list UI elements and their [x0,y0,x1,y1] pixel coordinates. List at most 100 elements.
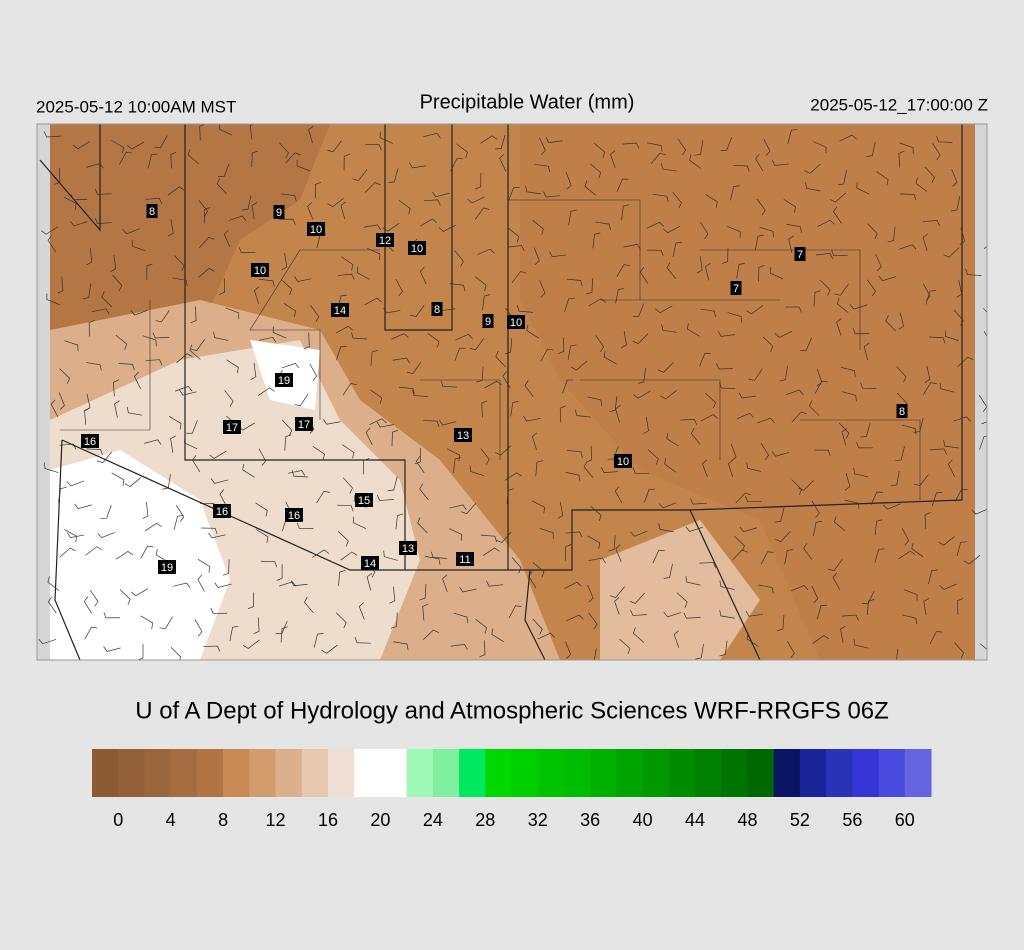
wind-barb [253,286,260,304]
wind-barb [564,297,575,312]
wind-barb [836,297,849,313]
wind-barb [258,448,267,466]
wind-barb [615,288,625,304]
wind-barb [507,227,520,243]
wind-barb [980,643,987,650]
wind-barb [609,396,618,413]
colorbar-swatch [852,749,880,797]
wind-barb [450,157,464,172]
colorbar-tick-label: 8 [218,810,228,830]
wind-barb [745,610,763,617]
wind-barb [395,513,404,530]
wind-barb [58,486,67,503]
wind-barb [567,344,577,360]
wind-barb [460,502,477,515]
station-box [794,247,806,261]
station-box [331,303,349,317]
wind-barb [422,603,429,621]
wind-barb [672,191,683,209]
wind-barb [296,522,314,529]
wind-barb [453,457,462,473]
wind-barb [417,517,428,534]
wind-barb [242,463,255,478]
wind-barb [783,199,796,213]
wind-barb [89,589,99,607]
wind-barb [923,382,937,395]
colorbar-tick-label: 52 [790,810,810,830]
wind-barb [840,625,846,643]
wind-barb [700,414,718,422]
station-value: 9 [485,316,491,328]
wind-barb [414,447,421,465]
wind-barb [779,365,788,382]
utc-time: 2025-05-12_17:00:00 Z [810,95,988,114]
wind-barb [686,323,700,337]
wind-barb [86,362,102,371]
colorbar-swatch [118,749,145,797]
wind-barb [154,135,168,149]
wind-barb [189,344,201,360]
wind-barb [126,406,143,416]
wind-barb [486,580,504,587]
wind-barb [733,164,750,172]
wind-barb [406,362,422,375]
wind-barb [197,559,211,573]
wind-barbs [38,124,987,660]
wind-barb [482,547,500,556]
wind-barb [689,154,702,169]
wind-barb [208,532,226,539]
wind-barb [701,459,708,478]
wind-barb [352,169,368,181]
colorbar-swatch [223,749,250,797]
wind-barb [228,215,247,221]
wind-barb [272,326,287,339]
wind-barb [951,169,958,187]
wind-barb [363,224,382,231]
county-border [60,199,921,500]
wind-barb [199,236,215,249]
wind-barb [695,643,704,660]
wind-barb [931,492,943,507]
wind-barb [162,474,171,490]
wind-barb [566,450,583,458]
wind-barb [210,478,229,484]
wind-barb [736,413,755,420]
wind-barb [734,535,745,552]
state-border [39,124,963,660]
colorbar-swatch [826,749,853,797]
colorbar-swatch [799,749,827,797]
wind-barb [423,420,440,427]
wind-barb [410,305,425,317]
wind-barb [840,366,856,377]
wind-barb [179,389,197,396]
colorbar-tick-label: 44 [685,810,705,830]
wind-barb [719,382,736,390]
wind-barb [278,142,289,159]
wind-barb [279,218,296,225]
wind-barb [719,640,728,657]
wind-barb [419,218,438,227]
wind-barb [898,150,905,168]
wind-barb [203,645,221,652]
wind-barb [335,325,354,334]
wind-barb [229,625,239,642]
wind-barb [155,548,169,563]
colorbar-swatch [747,749,775,797]
wind-barb [474,276,487,292]
wind-barb [535,460,543,477]
wind-barb [440,380,457,388]
wind-barb [771,451,790,457]
wind-barb [676,592,688,608]
wind-barb [662,225,681,234]
wind-barb [699,352,711,367]
wind-barb [531,500,545,514]
wind-barb [814,449,831,456]
wind-barb [593,648,597,660]
wind-barb [844,499,860,510]
wind-barb [337,273,355,280]
wind-barb [82,283,92,300]
wind-barb [517,305,534,313]
wind-barb [531,432,538,451]
wind-barb [853,639,869,649]
wind-barb [438,420,457,426]
